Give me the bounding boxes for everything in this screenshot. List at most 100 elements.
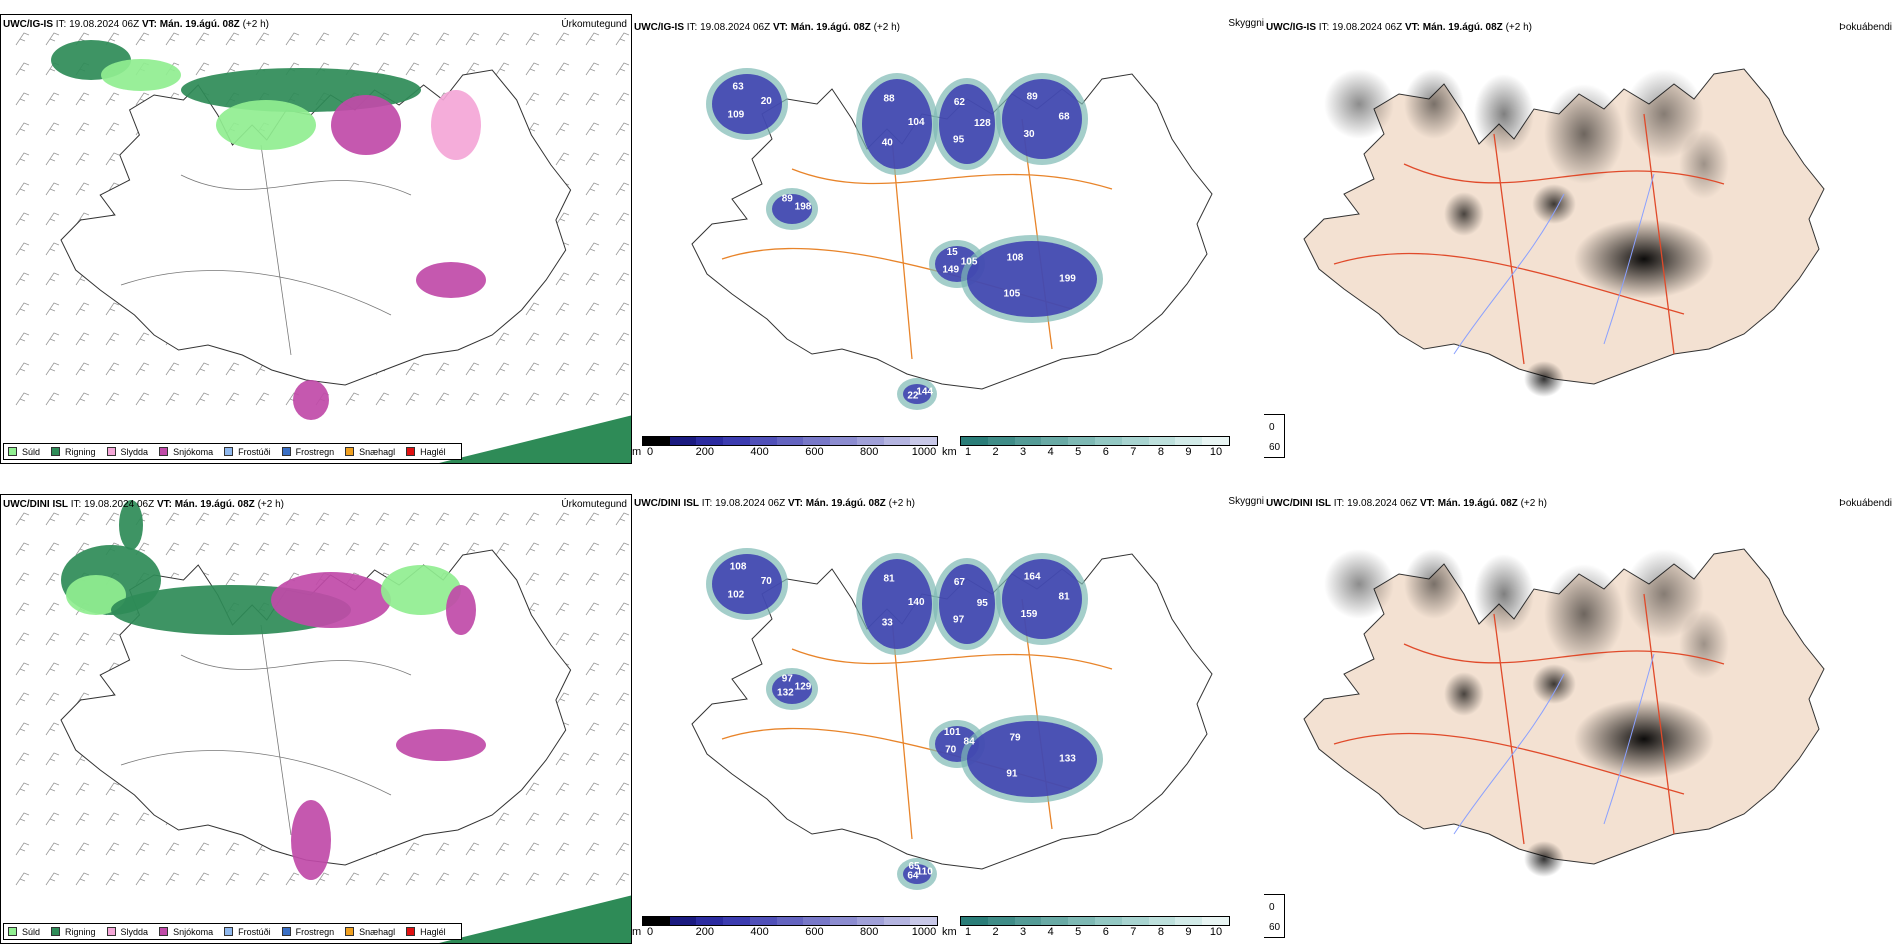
fog-area [1444,672,1484,716]
wind-barb [45,182,60,196]
wind-barb [45,212,60,226]
wind-barb [375,392,390,406]
wind-barb [15,692,30,706]
wind-barb [45,542,60,556]
wind-barb [405,62,420,76]
wind-barb [285,512,300,526]
cloud-base-label: 70 [945,745,957,756]
map-header: UWC/DINI ISL IT: 19.08.2024 06Z VT: Mán.… [634,498,915,509]
wind-barb [45,782,60,796]
wind-barb [345,512,360,526]
vt-value: Mán. 19.ágú. 08Z [174,499,255,510]
panel-title: Skyggni [1228,18,1264,29]
cloud-base-label: 70 [761,576,773,587]
wind-barb [615,32,630,46]
panel-title: Úrkomutegund [561,19,627,30]
colorbar-bin [1014,437,1042,445]
fog-area [1532,184,1576,224]
wind-barb [15,122,30,136]
wind-barb [465,872,480,886]
colorbar-bin [696,917,724,925]
cloud-base-label: 89 [782,194,794,205]
wind-barb [585,332,600,346]
legend-label: Frostúði [238,926,271,937]
wind-barb [615,272,630,286]
legend-swatch [106,447,116,456]
wind-barb [465,392,480,406]
wind-barb [585,212,600,226]
wind-barb [495,842,510,856]
cloud-base-map-row2: 70 33 67 81 70 79 129 64 108 140 97 164 84 91 97 110 102… [632,494,1264,944]
legend-label: Snjókoma [173,446,214,457]
wind-barb [555,272,570,286]
wind-barb [405,32,420,46]
cloud-base-label: 159 [1021,609,1038,620]
lead-time: (+2 h) [1505,22,1532,33]
cloud-base-label: 91 [1006,768,1018,779]
fog-area [1524,361,1564,397]
precip-map-svg [15,500,631,943]
wind-barb [585,842,600,856]
fog-map-svg [1303,68,1825,397]
colorbar-bin [910,917,938,925]
wind-barb [15,602,30,616]
legend-label: Rigning [65,926,96,937]
wind-barb [225,32,240,46]
legend-swatch [159,927,169,936]
cloud-base-area [712,554,782,614]
wind-barb [225,392,240,406]
wind-barb [555,782,570,796]
wind-barb [435,362,450,376]
it-value: 19.08.2024 06Z [1347,498,1418,509]
colorbar-bin [643,437,670,445]
wind-barb [45,752,60,766]
colorbar-bin [1121,437,1149,445]
cloud-base-area [712,74,782,134]
colorbar-tick: 9 [1185,926,1192,938]
fog-area [1324,549,1394,619]
fog-area [1474,74,1534,154]
wind-barb [585,152,600,166]
cloud-base-label: 110 [917,867,934,878]
road-lines [120,624,412,836]
wind-barb [615,662,630,676]
wind-barb [195,542,210,556]
wind-barb [525,572,540,586]
lead-time: (+2 h) [257,499,284,510]
wind-barb [555,572,570,586]
colorbar-unit: m [632,446,642,458]
model-name: UWC/IG-IS [1266,22,1316,33]
wind-barb [585,692,600,706]
wind-barb [465,362,480,376]
colorbar-tick: 800 [860,446,879,458]
legend-item: Frostregn [281,927,334,937]
vt-label: VT: [141,19,157,30]
wind-barb [525,302,540,316]
precip-legend: Súld Rigning Slydda Snjókoma Frostúði Frostre… [3,443,462,460]
cloud-base-label: 22 [907,391,919,402]
colorbar-unit: km [942,926,957,938]
colorbar-bin [987,437,1015,445]
colorbar-bin [883,917,911,925]
cloud-base-label: 79 [1009,733,1021,744]
wind-barb [135,872,150,886]
cloud-map-svg: 70 33 67 81 70 79 129 64 108 140 97 164 84 91 97 110 102… [691,548,1213,890]
wind-barb [75,872,90,886]
wind-barb [105,152,120,166]
wind-barb [15,242,30,256]
vt-value: Mán. 19.ágú. 08Z [159,19,240,30]
it-value: 19.08.2024 06Z [700,22,771,33]
cloud-base-area [903,864,931,884]
wind-barb [585,542,600,556]
colorbar-bin [669,917,697,925]
legend-swatch [224,927,234,936]
legend-item: Slydda [106,447,148,457]
colorbar-bin [910,437,938,445]
road-lines [721,118,1113,360]
wind-barb [525,392,540,406]
wind-barb [165,872,180,886]
cloud-base-label: 102 [728,590,745,601]
wind-barb [585,92,600,106]
wind-barb [75,92,90,106]
precip-area [293,380,329,420]
